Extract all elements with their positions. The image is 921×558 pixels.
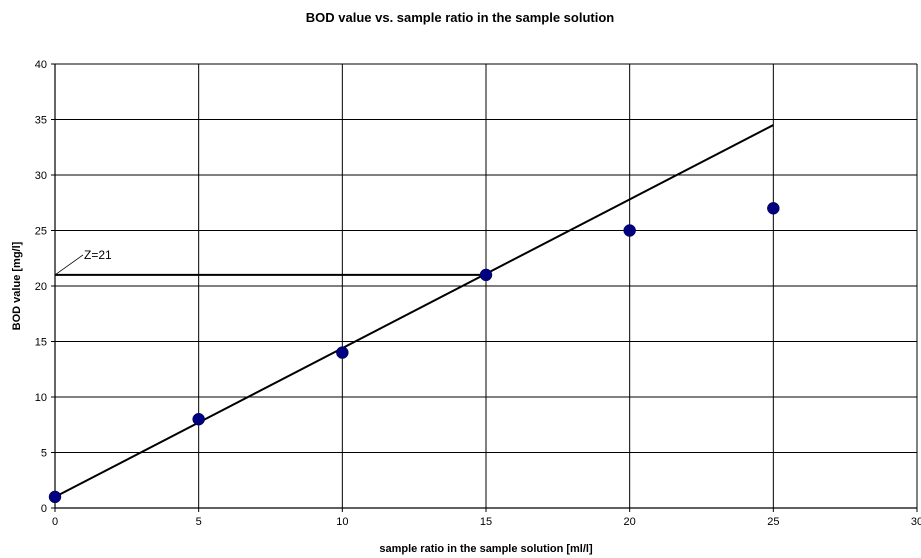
reference-leader-line — [54, 254, 84, 276]
x-tick-label: 25 — [767, 516, 779, 528]
data-points — [48, 202, 780, 504]
y-tick-labels: 0 5 10 15 20 25 30 35 40 — [35, 59, 47, 515]
chart-title: BOD value vs. sample ratio in the sample… — [306, 10, 615, 25]
y-tick-label: 0 — [41, 503, 47, 515]
x-tick-label: 0 — [52, 516, 58, 528]
y-tick-label: 30 — [35, 170, 47, 182]
x-tick-label: 15 — [480, 516, 492, 528]
x-tick-label: 5 — [196, 516, 202, 528]
reference-line-group: Z=21 — [54, 248, 486, 276]
y-tick-label: 25 — [35, 226, 47, 238]
y-tick-label: 15 — [35, 337, 47, 349]
y-axis-label: BOD value [mg/l] — [11, 241, 23, 330]
data-point — [192, 412, 205, 426]
data-point — [623, 224, 636, 237]
y-tick-label: 35 — [35, 115, 47, 127]
data-point — [336, 346, 349, 359]
x-tick-labels: 0 5 10 15 20 25 30 — [52, 516, 921, 528]
y-tick-label: 10 — [35, 392, 47, 404]
y-tick-label: 40 — [35, 59, 47, 71]
y-tick-label: 5 — [41, 448, 47, 460]
trendline-group — [54, 124, 774, 498]
grid-lines — [54, 63, 918, 509]
trendline — [54, 124, 774, 498]
data-point — [767, 202, 780, 215]
data-point — [479, 268, 493, 282]
y-tick-label: 20 — [35, 281, 47, 293]
data-point — [48, 490, 62, 504]
x-tick-label: 30 — [911, 516, 921, 528]
reference-label: Z=21 — [84, 248, 112, 262]
x-tick-label: 20 — [624, 516, 636, 528]
x-tick-label: 10 — [336, 516, 348, 528]
axes — [51, 63, 918, 512]
x-axis-label: sample ratio in the sample solution [ml/… — [379, 543, 593, 555]
